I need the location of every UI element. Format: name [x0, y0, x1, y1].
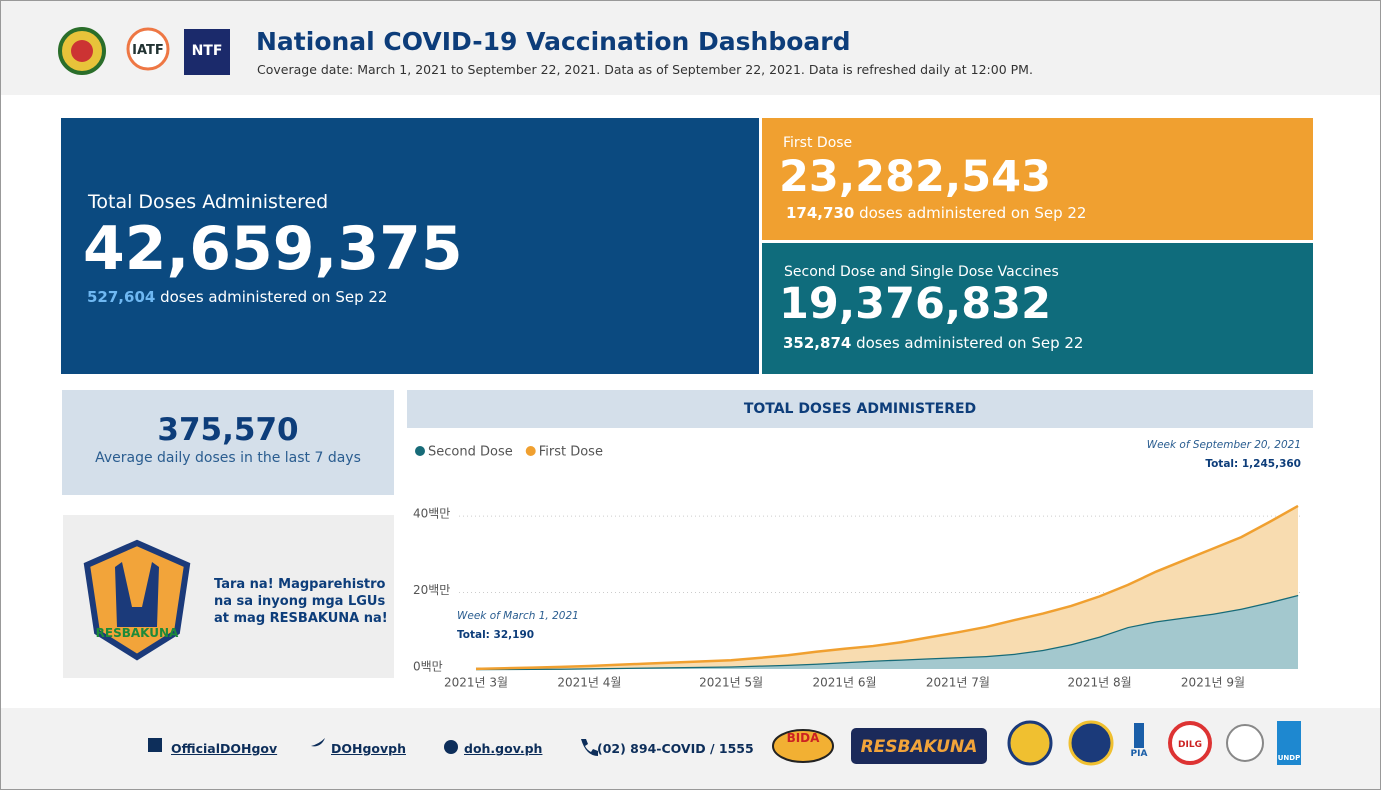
x-tick-label: 2021년 6월 [812, 676, 876, 690]
second-dose-panel: Second Dose and Single Dose Vaccines 19,… [762, 243, 1313, 374]
area [476, 505, 1298, 669]
subtitle: Coverage date: March 1, 2021 to Septembe… [257, 62, 1033, 77]
logo-text: DILG [1178, 740, 1202, 750]
promo-text: Tara na! Magparehistro na sa inyong mga L… [214, 576, 388, 627]
first-dose-panel: First Dose 23,282,543 174,730 doses admi… [762, 118, 1313, 240]
promo-line: at mag RESBAKUNA na! [214, 611, 388, 626]
logo-text: UNDP [1278, 754, 1300, 762]
header-logos: IATF NTF [58, 27, 230, 75]
daily-text: doses administered on Sep 22 [856, 334, 1084, 352]
x-tick-label: 2021년 4월 [557, 676, 621, 690]
footer: BIDA RESBAKUNA PIA DILG UNDP OfficialDOH… [1, 708, 1380, 789]
annotation-title: Week of September 20, 2021 [1147, 439, 1301, 451]
x-tick-label: 2021년 8월 [1068, 676, 1132, 690]
chart-title: TOTAL DOSES ADMINISTERED [407, 390, 1313, 428]
daily-value: 527,604 [87, 288, 156, 306]
area [476, 594, 1298, 669]
annotation-text: Total: 1,245,360 [1205, 458, 1301, 470]
annotation-text: Total: 32,190 [457, 629, 534, 641]
line [475, 504, 1299, 671]
chart: 0백만 20백만 40백만 2021년 3월 2021년 4월 2021년 5월 2021년… [413, 439, 1301, 690]
line [475, 593, 1299, 671]
header: IATF NTF National COVID-19 Vaccination D… [1, 1, 1380, 95]
y-tick-label: 0백만 [413, 660, 443, 674]
logo-text: IATF [132, 43, 164, 58]
y-tick-label: 40백만 [413, 507, 450, 521]
x-tick-label: 2021년 7월 [926, 676, 990, 690]
kpi-value: 23,282,543 [779, 152, 1052, 202]
legend-swatch [525, 446, 536, 456]
footer-link[interactable]: OfficialDOHgov [171, 741, 278, 756]
daily-value: 352,874 [783, 334, 852, 352]
average-value: 375,570 [157, 412, 299, 448]
daily-value: 174,730 [786, 204, 855, 222]
average-panel: 375,570 Average daily doses in the last … [62, 390, 394, 495]
logo-text: NTF [192, 43, 223, 59]
kpi-label: First Dose [783, 135, 853, 151]
logo-text: BIDA [787, 731, 821, 745]
daily-text: doses administered on Sep 22 [859, 204, 1087, 222]
footer-phone: (02) 894-COVID / 1555 [597, 741, 754, 756]
promo-panel: RESBAKUNA Tara na! Magparehistro na sa in… [63, 515, 394, 678]
x-tick-label: 2021년 9월 [1181, 676, 1245, 690]
y-tick-label: 20백만 [413, 583, 450, 597]
kpi-daily: 352,874 doses administered on Sep 22 [783, 334, 1083, 352]
legend-label: Second Dose [428, 445, 513, 460]
x-tick-label: 2021년 5월 [699, 676, 763, 690]
promo-logo: RESBAKUNA [83, 539, 191, 661]
annotation-title: Week of March 1, 2021 [457, 610, 579, 622]
footer-icons: BIDA RESBAKUNA PIA DILG UNDP [148, 720, 1301, 766]
kpi-daily: 527,604 doses administered on Sep 22 [87, 288, 387, 306]
logo-text: PIA [1131, 749, 1148, 759]
kpi-value: 42,659,375 [83, 214, 463, 284]
kpi-daily: 174,730 doses administered on Sep 22 [786, 204, 1086, 222]
promo-line: na sa inyong mga LGUs [214, 594, 386, 609]
title: National COVID-19 Vaccination Dashboard [256, 27, 851, 56]
daily-text: doses administered on Sep 22 [160, 288, 388, 306]
average-label: Average daily doses in the last 7 days [95, 450, 361, 466]
legend-swatch [415, 446, 425, 456]
total-panel: Total Doses Administered 42,659,375 527,… [61, 118, 759, 374]
kpi-value: 19,376,832 [779, 279, 1052, 329]
logo-text: RESBAKUNA [96, 626, 179, 640]
legend-label: First Dose [539, 445, 603, 460]
kpi-label: Total Doses Administered [88, 191, 329, 213]
footer-link[interactable]: DOHgovph [331, 741, 406, 756]
promo-line: Tara na! Magparehistro [214, 577, 386, 592]
kpi-label: Second Dose and Single Dose Vaccines [784, 264, 1059, 280]
logo-text: RESBAKUNA [861, 737, 978, 757]
footer-link[interactable]: doh.gov.ph [464, 741, 543, 756]
x-tick-label: 2021년 3월 [444, 676, 508, 690]
